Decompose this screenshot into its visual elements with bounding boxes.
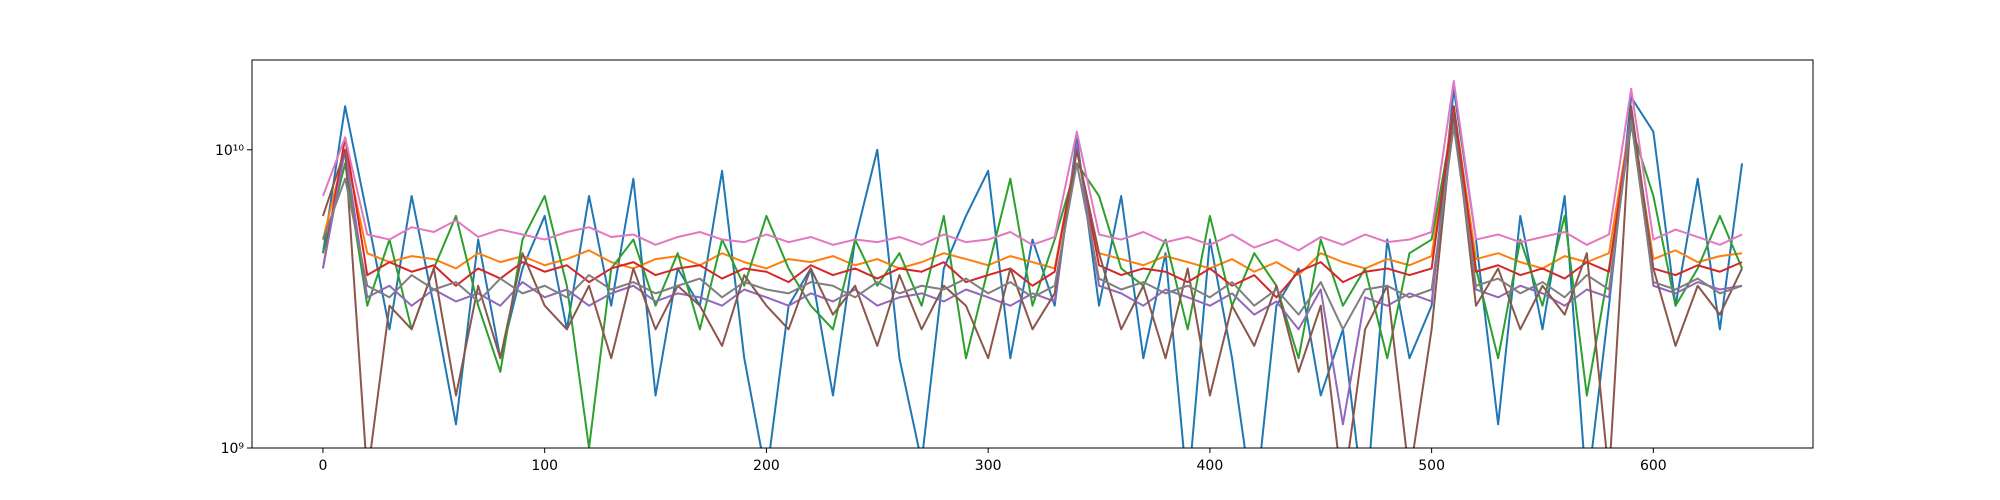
- x-tick-label: 200: [753, 458, 780, 474]
- y-tick-label: 10¹⁰: [215, 143, 244, 159]
- x-tick-label: 600: [1640, 458, 1667, 474]
- series-line: [322, 119, 1743, 331]
- axes-frame: [251, 59, 1814, 449]
- x-tick-label: 400: [1197, 458, 1224, 474]
- x-tick-label: 500: [1418, 458, 1445, 474]
- series-line: [321, 114, 1743, 448]
- plot-area: [321, 80, 1744, 448]
- x-tick-label: 300: [975, 458, 1002, 474]
- y-tick-label: 10⁹: [221, 441, 245, 457]
- x-tick-label: 100: [531, 458, 558, 474]
- series-line: [321, 109, 1743, 426]
- x-tick-label: 0: [318, 458, 327, 474]
- series-line: [321, 105, 1743, 277]
- series-line: [322, 80, 1743, 252]
- series-line: [322, 105, 1743, 448]
- series-line: [321, 105, 1743, 299]
